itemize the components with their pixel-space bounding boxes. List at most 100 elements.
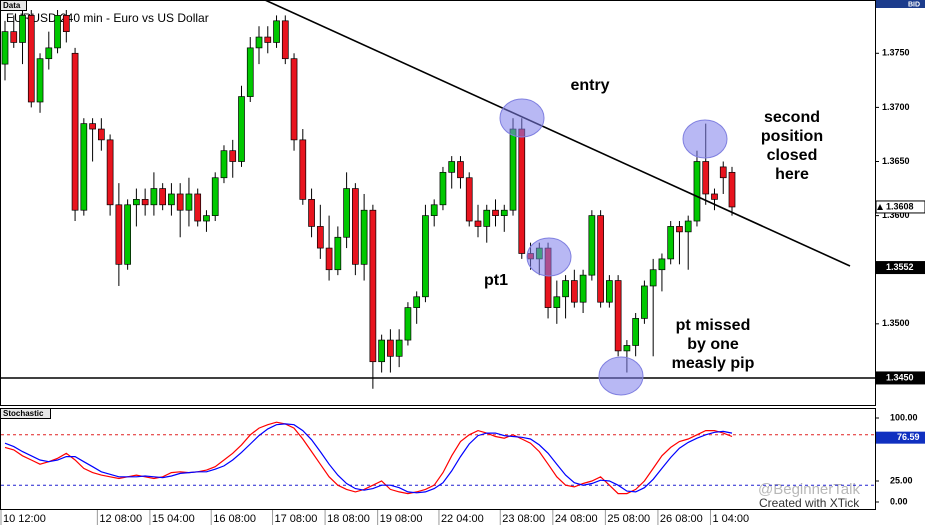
candle-body [150, 188, 158, 206]
candle-body [570, 280, 578, 303]
trendline [264, 0, 851, 267]
candle-body [483, 209, 491, 227]
annotation: second [764, 109, 820, 126]
candle-body [711, 193, 718, 200]
candle-body [588, 215, 596, 276]
candle-body [89, 123, 96, 130]
x-tick-label: 12 08:00 [99, 513, 142, 525]
candle-body [448, 161, 456, 173]
candle-body [273, 20, 280, 43]
annotation: measly pip [672, 355, 755, 372]
stochastic-line [4, 423, 733, 494]
candle-body [632, 318, 640, 346]
price-marker-label: 1.3552 [886, 262, 914, 272]
x-tick-label: 22 04:00 [441, 513, 484, 525]
annotation: here [775, 166, 809, 183]
candle-body [106, 139, 114, 206]
candle-body [369, 209, 377, 363]
candle-body [360, 209, 368, 265]
highlight-circle [499, 98, 545, 138]
candle-body [246, 47, 254, 97]
current-marker-label: 76.59 [897, 432, 920, 442]
y-tick-label: 100.00 [890, 412, 918, 422]
x-tick-label: 17 08:00 [275, 513, 318, 525]
chart-title: EURUSD,240 min - Euro vs US Dollar [6, 11, 209, 25]
candle-body [133, 199, 140, 206]
candle-body [395, 339, 403, 357]
bid-tab [876, 0, 925, 8]
candle-body [290, 58, 298, 141]
credit: Created with XTick [759, 496, 860, 510]
y-tick-label: 1.3750 [882, 48, 910, 58]
candle-body [203, 215, 210, 222]
x-tick-label: 18 08:00 [327, 513, 370, 525]
candle-body [343, 188, 350, 238]
candle-body [606, 280, 613, 303]
candle-body [676, 226, 683, 233]
candle-body [457, 161, 464, 179]
candle-body [168, 193, 175, 206]
candle-body [579, 274, 587, 303]
candle-body [10, 31, 18, 43]
candle-body [54, 15, 61, 49]
price-marker-arrow [877, 203, 883, 210]
highlight-circle [598, 356, 644, 396]
highlight-circle [526, 237, 572, 277]
candle-body [667, 226, 675, 260]
candle-body [518, 128, 526, 254]
x-tick-label: 24 08:00 [555, 513, 598, 525]
candle-body [658, 258, 666, 271]
candle-body [229, 150, 237, 162]
panel-label: Data [3, 1, 21, 10]
annotation: by one [687, 336, 739, 353]
price-marker-label: 1.3450 [886, 372, 914, 382]
panel-tab [0, 0, 27, 11]
candle-body [211, 177, 219, 216]
candle-body [194, 193, 202, 222]
candle-body [649, 269, 657, 287]
candle-body [334, 236, 342, 271]
candle-body [97, 128, 105, 141]
candle-body [124, 204, 131, 265]
candle-body [141, 199, 149, 206]
x-tick-label: 10 12:00 [3, 513, 46, 525]
candle-body [62, 15, 70, 32]
candle-body [413, 296, 421, 308]
stochastic-panel [0, 408, 876, 510]
candle-body [36, 58, 44, 103]
stochastic-tab [0, 408, 51, 419]
candle-body [465, 177, 473, 222]
candle-body [19, 15, 26, 43]
price-side: BID [908, 1, 920, 8]
x-tick-label: 23 08:00 [502, 513, 545, 525]
candle-body [719, 166, 727, 179]
x-tick-label: 15 04:00 [152, 513, 195, 525]
candle-body [623, 345, 631, 352]
candle-body [728, 171, 736, 208]
x-tick-label: 26 08:00 [660, 513, 703, 525]
candle-body [378, 339, 385, 363]
candle-body [439, 171, 447, 206]
annotation: position [761, 128, 823, 145]
y-tick-label: 1.3650 [882, 156, 910, 166]
price-marker [875, 371, 925, 385]
candle-body [185, 193, 193, 211]
candle-body [299, 139, 307, 200]
candle-body [430, 204, 438, 216]
candle-body [492, 209, 499, 216]
candle-body [281, 20, 289, 60]
x-tick-label: 1 04:00 [712, 513, 749, 525]
price-marker [875, 261, 925, 275]
x-tick-label: 16 08:00 [213, 513, 256, 525]
price-marker [875, 200, 925, 214]
candle-body [509, 128, 517, 211]
price-marker-label: 1.3608 [886, 201, 914, 211]
annotation: pt1 [484, 272, 508, 289]
candle-body [684, 220, 692, 233]
x-tick-label: 19 08:00 [380, 513, 423, 525]
candle-body [27, 15, 35, 103]
annotation: entry [570, 77, 609, 94]
candle-body [176, 193, 184, 211]
